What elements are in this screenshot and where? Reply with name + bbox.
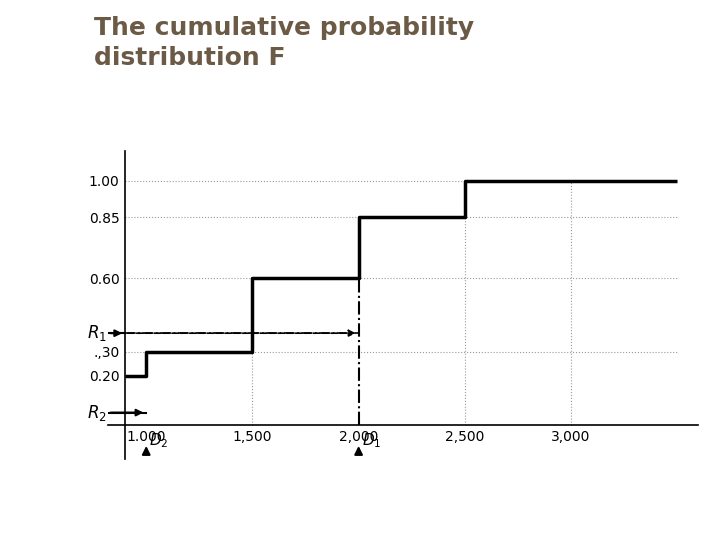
- Text: $R_2$: $R_2$: [87, 403, 107, 423]
- Text: $D_1$: $D_1$: [361, 431, 382, 450]
- Text: $R_1$: $R_1$: [87, 323, 107, 343]
- Text: The cumulative probability
distribution F: The cumulative probability distribution …: [94, 16, 474, 70]
- Text: $D_2$: $D_2$: [150, 431, 168, 450]
